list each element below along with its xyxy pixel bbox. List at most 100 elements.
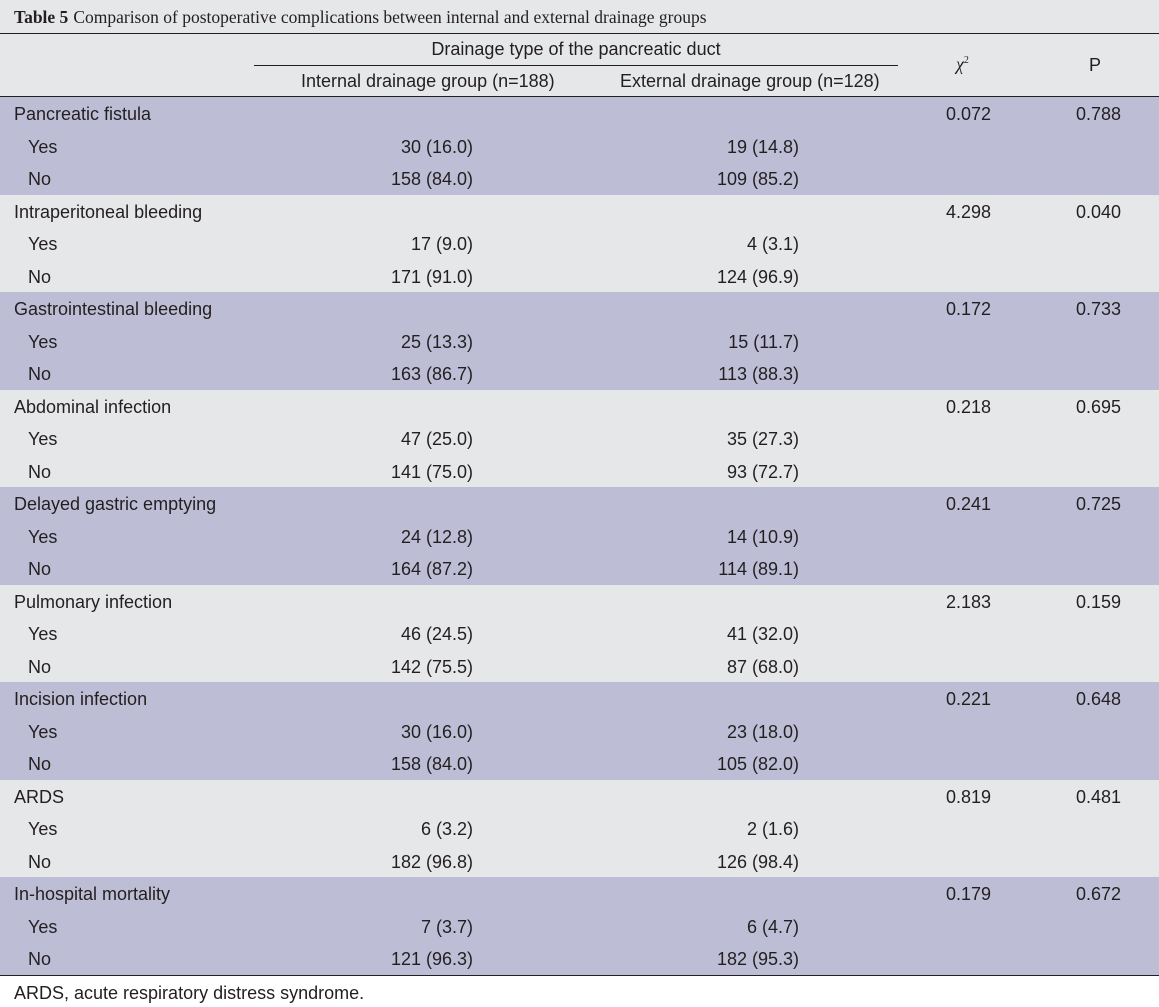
- row-group-pulmonary-infection: Pulmonary infection 2.183 0.159 Yes 46 (24.…: [0, 584, 1159, 683]
- internal-value: 182 (96.8): [390, 851, 473, 872]
- internal-value: 158 (84.0): [390, 169, 473, 189]
- internal-value: 47 (25.0): [400, 429, 473, 449]
- table-row: No 141 (75.0) 93 (72.7): [0, 455, 1159, 488]
- external-value: 126 (98.4): [716, 851, 799, 872]
- table-footer: ARDS, acute respiratory distress syndrom…: [0, 975, 1159, 1007]
- table-title: Comparison of postoperative complication…: [73, 7, 707, 27]
- table-row: No 142 (75.5) 87 (68.0): [0, 650, 1159, 683]
- table-row: Yes 25 (13.3) 15 (11.7): [0, 325, 1159, 358]
- internal-value: 6 (3.2): [420, 819, 473, 839]
- row-sublabel: No: [28, 461, 52, 482]
- chi-square-value: 4.298: [945, 201, 991, 222]
- header-group-rule: [254, 65, 898, 66]
- table-label: Table 5: [14, 7, 69, 27]
- chi-square-value: 0.241: [945, 494, 991, 514]
- row-sublabel: Yes: [28, 136, 58, 157]
- p-value: 0.159: [1075, 591, 1121, 612]
- chi-square-value: 0.218: [945, 396, 991, 417]
- row-label: Intraperitoneal bleeding: [14, 201, 203, 222]
- row-sublabel: No: [28, 949, 52, 969]
- table-row: Abdominal infection 0.218 0.695: [0, 390, 1159, 423]
- p-value: 0.695: [1075, 396, 1121, 417]
- row-group-ards: ARDS 0.819 0.481 Yes 6 (3.2) 2 (1.6) No 182 (…: [0, 779, 1159, 878]
- external-value: 6 (4.7): [746, 916, 799, 937]
- table-row: Yes 7 (3.7) 6 (4.7): [0, 910, 1159, 943]
- p-value: 0.648: [1075, 689, 1121, 709]
- row-group-delayed-gastric-emptying: Delayed gastric emptying 0.241 0.725 Yes 24…: [0, 487, 1159, 585]
- row-group-incision-infection: Incision infection 0.221 0.648 Yes 30 (16.0…: [0, 682, 1159, 780]
- internal-value: 30 (16.0): [400, 136, 473, 157]
- table-row: No 171 (91.0) 124 (96.9): [0, 260, 1159, 293]
- row-sublabel: No: [28, 169, 52, 189]
- row-sublabel: No: [28, 364, 52, 384]
- header-chi-symbol: χ: [956, 54, 964, 74]
- row-sublabel: Yes: [28, 331, 58, 352]
- row-group-gastrointestinal-bleeding: Gastrointestinal bleeding 0.172 0.733 Yes 2…: [0, 292, 1159, 390]
- internal-value: 164 (87.2): [390, 559, 473, 579]
- row-sublabel: No: [28, 754, 52, 774]
- table-caption: Table 5 Comparison of postoperative compl…: [14, 7, 707, 28]
- table-header: Drainage type of the pancreatic duct Int…: [0, 34, 1159, 97]
- row-label: In-hospital mortality: [14, 884, 171, 904]
- chi-square-value: 2.183: [945, 591, 991, 612]
- row-label: Gastrointestinal bleeding: [14, 299, 213, 319]
- row-group-intraperitoneal-bleeding: Intraperitoneal bleeding 4.298 0.040 Yes 17…: [0, 194, 1159, 293]
- external-value: 4 (3.1): [746, 234, 799, 254]
- p-value: 0.481: [1075, 786, 1121, 807]
- row-group-in-hospital-mortality: In-hospital mortality 0.179 0.672 Yes 7 (3.…: [0, 877, 1159, 975]
- internal-value: 142 (75.5): [390, 656, 473, 677]
- header-chi-square: χ2: [956, 54, 969, 75]
- external-value: 23 (18.0): [726, 721, 799, 742]
- row-label: Delayed gastric emptying: [14, 494, 217, 514]
- table-row: Yes 47 (25.0) 35 (27.3): [0, 422, 1159, 455]
- p-value: 0.040: [1075, 201, 1121, 222]
- row-sublabel: Yes: [28, 624, 58, 644]
- internal-value: 7 (3.7): [420, 916, 473, 937]
- table-row: Pancreatic fistula 0.072 0.788: [0, 97, 1159, 130]
- table-row: No 158 (84.0) 105 (82.0): [0, 747, 1159, 780]
- external-value: 113 (88.3): [718, 364, 799, 384]
- external-value: 109 (85.2): [716, 169, 799, 189]
- internal-value: 171 (91.0): [390, 266, 473, 287]
- external-value: 182 (95.3): [716, 949, 799, 969]
- internal-value: 163 (86.7): [390, 364, 473, 384]
- external-value: 41 (32.0): [726, 624, 799, 644]
- internal-value: 24 (12.8): [400, 526, 473, 547]
- table-row: No 158 (84.0) 109 (85.2): [0, 162, 1159, 195]
- internal-value: 46 (24.5): [400, 624, 473, 644]
- internal-value: 121 (96.3): [390, 949, 473, 969]
- table-row: Yes 30 (16.0) 23 (18.0): [0, 715, 1159, 748]
- external-value: 93 (72.7): [726, 461, 799, 482]
- table-row: Yes 30 (16.0) 19 (14.8): [0, 130, 1159, 163]
- table-row: Yes 17 (9.0) 4 (3.1): [0, 227, 1159, 260]
- row-label: Pancreatic fistula: [14, 104, 152, 124]
- table-row: Delayed gastric emptying 0.241 0.725: [0, 487, 1159, 520]
- table-row: No 182 (96.8) 126 (98.4): [0, 845, 1159, 878]
- internal-value: 158 (84.0): [390, 754, 473, 774]
- p-value: 0.725: [1075, 494, 1121, 514]
- table-row: No 164 (87.2) 114 (89.1): [0, 552, 1159, 585]
- chi-square-value: 0.179: [945, 884, 991, 904]
- table-row: In-hospital mortality 0.179 0.672: [0, 877, 1159, 910]
- row-group-pancreatic-fistula: Pancreatic fistula 0.072 0.788 Yes 30 (16.0…: [0, 97, 1159, 195]
- table-row: Gastrointestinal bleeding 0.172 0.733: [0, 292, 1159, 325]
- row-label: ARDS: [14, 786, 65, 807]
- row-sublabel: Yes: [28, 819, 58, 839]
- table-row: Yes 6 (3.2) 2 (1.6): [0, 812, 1159, 845]
- header-p-value: P: [1089, 55, 1102, 75]
- row-sublabel: No: [28, 656, 52, 677]
- row-label: Pulmonary infection: [14, 591, 173, 612]
- external-value: 87 (68.0): [726, 656, 799, 677]
- external-value: 19 (14.8): [726, 136, 799, 157]
- table-caption-bar: Table 5 Comparison of postoperative compl…: [0, 0, 1159, 34]
- row-sublabel: Yes: [28, 234, 58, 254]
- row-sublabel: Yes: [28, 429, 58, 449]
- external-value: 124 (96.9): [716, 266, 799, 287]
- table-footnote: ARDS, acute respiratory distress syndrom…: [14, 983, 365, 1003]
- table-row: Incision infection 0.221 0.648: [0, 682, 1159, 715]
- row-sublabel: Yes: [28, 721, 58, 742]
- p-value: 0.788: [1075, 104, 1121, 124]
- row-label: Abdominal infection: [14, 396, 172, 417]
- chi-square-value: 0.221: [945, 689, 991, 709]
